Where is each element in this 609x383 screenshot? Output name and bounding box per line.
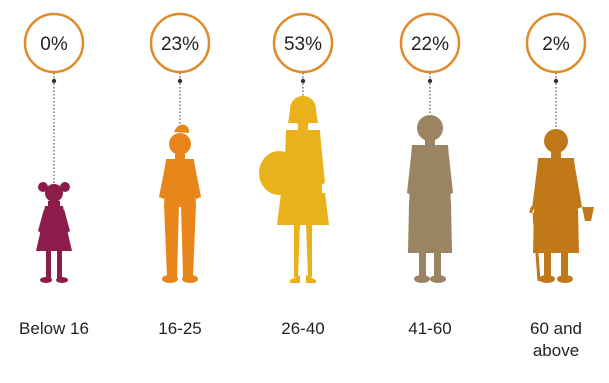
value-label: 53% [284,34,322,55]
value-label: 2% [542,34,570,55]
category-label: Below 16 [19,319,89,338]
age-group-3: 53% 26-40 [259,12,334,338]
value-circle [149,12,211,74]
leader-dot [51,78,57,84]
value-label: 0% [40,34,68,55]
value-label: 23% [161,34,199,55]
leader-dot [177,78,183,84]
older-woman-icon [407,115,453,283]
girl-child-icon [36,182,72,283]
category-label: 26-40 [281,319,324,338]
value-circle [272,12,334,74]
age-group-2: 23% 16-25 [149,12,211,338]
value-circle [23,12,85,74]
value-circle [399,12,461,74]
leader-dot [300,78,306,84]
woman-with-bag-icon [259,96,329,283]
age-group-5: 2% 60 and above [525,12,594,360]
value-label: 22% [411,34,449,55]
category-label: 60 and above [530,319,582,360]
elderly-woman-with-cane-icon [529,129,594,283]
leader-dot [553,78,559,84]
teen-boy-icon [159,124,201,283]
category-label: 41-60 [408,319,451,338]
age-group-4: 22% 41-60 [399,12,461,338]
category-label: 16-25 [158,319,201,338]
value-circle [525,12,587,74]
leader-dot [427,78,433,84]
age-group-1: 0% Below 16 [19,12,89,338]
